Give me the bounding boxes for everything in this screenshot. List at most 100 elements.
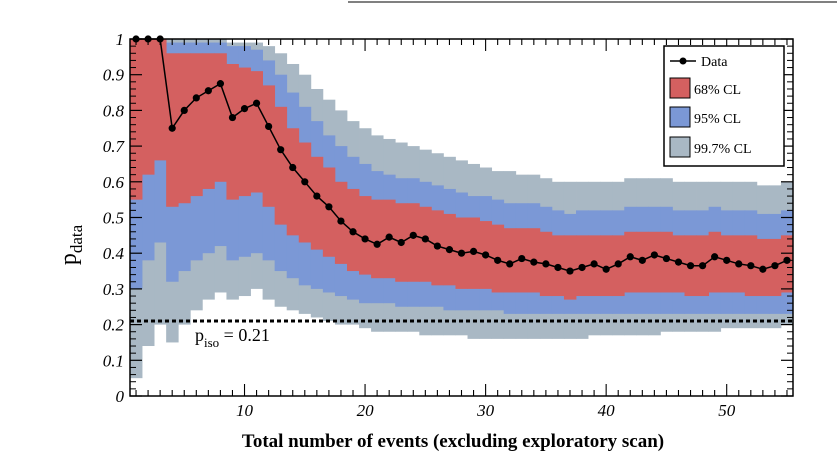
data-point-51 (735, 260, 743, 268)
data-point-8 (216, 80, 225, 88)
band-cl68-bin-1 (130, 39, 143, 200)
band-cl68-bin-3 (154, 39, 167, 161)
data-point-40 (602, 265, 610, 273)
data-point-14 (289, 163, 297, 172)
data-point-32 (506, 260, 514, 268)
data-point-23 (397, 238, 405, 247)
threshold-label-rest: = 0.21 (219, 325, 270, 345)
data-point-38 (578, 263, 586, 272)
legend-label-95: 95% CL (694, 112, 741, 127)
band-cl68-bin-9 (226, 63, 239, 200)
x-tick-label: 10 (236, 401, 254, 420)
legend: Data 68% CL 95% CL 99.7% CL (663, 45, 785, 167)
data-point-50 (723, 256, 731, 264)
data-point-49 (711, 253, 719, 261)
data-point-39 (590, 260, 598, 268)
data-point-11 (252, 99, 261, 107)
band-cl68-bin-8 (214, 53, 227, 182)
band-cl68-bin-10 (238, 67, 251, 197)
data-point-16 (313, 192, 321, 200)
data-point-33 (518, 254, 526, 263)
legend-label-68: 68% CL (694, 83, 741, 98)
x-tick-label: 30 (476, 401, 495, 420)
band-cl68-bin-24 (407, 203, 420, 282)
x-tick-label: 20 (357, 401, 375, 420)
threshold-label-sub: iso (204, 335, 219, 350)
data-point-15 (301, 178, 309, 186)
data-point-43 (638, 256, 646, 264)
y-tick-label: 0.5 (103, 209, 124, 228)
data-point-25 (421, 235, 429, 243)
y-tick-label: 1 (116, 30, 125, 49)
band-cl68-bin-5 (178, 53, 191, 204)
data-point-37 (566, 267, 574, 275)
y-tick-label: 0.7 (103, 137, 126, 156)
legend-swatch-68 (669, 77, 691, 99)
data-point-54 (771, 262, 779, 270)
data-point-20 (361, 235, 369, 243)
data-point-22 (385, 233, 393, 241)
data-point-19 (349, 228, 357, 236)
band-cl68-bin-12 (262, 85, 276, 207)
y-tick-label: 0.1 (103, 351, 124, 370)
y-axis-title-main: p (56, 253, 82, 265)
data-point-17 (325, 203, 333, 211)
band-cl68-bin-21 (371, 199, 384, 279)
data-point-36 (554, 263, 562, 272)
legend-swatch-997 (669, 136, 691, 158)
data-point-4 (168, 124, 176, 132)
data-point-10 (240, 105, 249, 113)
band-cl68-bin-15 (298, 142, 312, 243)
legend-data-marker (679, 57, 687, 65)
data-point-7 (204, 87, 212, 95)
threshold-label-main: p (195, 325, 204, 345)
data-point-28 (457, 249, 466, 257)
y-axis-title: pdata (56, 224, 86, 265)
band-cl68-bin-13 (274, 106, 288, 225)
band-cl68-bin-14 (286, 128, 300, 236)
legend-label-997: 99.7% CL (694, 142, 752, 157)
data-point-42 (626, 253, 634, 261)
data-point-31 (494, 256, 502, 264)
legend-label-data: Data (701, 55, 728, 70)
band-cl68-bin-6 (190, 53, 203, 197)
band-cl68-bin-49 (708, 231, 722, 293)
y-tick-label: 0 (116, 387, 125, 406)
x-tick-label: 40 (598, 401, 616, 420)
data-point-21 (373, 240, 381, 248)
data-point-34 (530, 258, 538, 266)
y-axis-title-sub: data (67, 224, 86, 253)
data-point-30 (482, 251, 490, 259)
data-point-35 (542, 260, 550, 268)
data-point-53 (759, 265, 767, 273)
band-cl68-bin-11 (250, 71, 263, 193)
data-point-41 (614, 260, 622, 268)
band-cl68-bin-7 (202, 53, 215, 189)
data-point-45 (662, 254, 671, 263)
data-point-26 (433, 242, 441, 250)
x-axis-title: Total number of events (excluding explor… (242, 431, 664, 452)
band-cl68-bin-25 (419, 206, 432, 282)
y-tick-label: 0.3 (103, 280, 124, 299)
data-point-48 (698, 262, 707, 270)
legend-swatch-95 (669, 106, 691, 128)
data-point-55 (783, 256, 791, 264)
data-point-27 (445, 246, 454, 254)
x-tick-label: 50 (718, 401, 736, 420)
y-tick-label: 0.2 (103, 316, 125, 335)
data-point-29 (469, 247, 478, 256)
axes: 0 0.1 0.2 0.3 0.4 0.5 0.6 0.7 0.8 0.9 1 10 20 30 40 50 (103, 30, 794, 420)
y-tick-label: 0.9 (103, 66, 125, 85)
band-cl68-bin-2 (142, 39, 155, 175)
data-point-44 (650, 251, 658, 259)
band-cl68-bin-44 (648, 231, 661, 293)
data-point-47 (686, 262, 695, 270)
data-point-5 (180, 106, 188, 114)
band-cl68-bin-42 (624, 231, 637, 293)
data-point-18 (337, 217, 345, 225)
threshold-label: piso = 0.21 (195, 325, 270, 350)
data-point-46 (674, 258, 683, 266)
data-point-52 (747, 262, 755, 270)
y-tick-label: 0.4 (103, 244, 125, 263)
y-tick-label: 0.8 (103, 101, 125, 120)
